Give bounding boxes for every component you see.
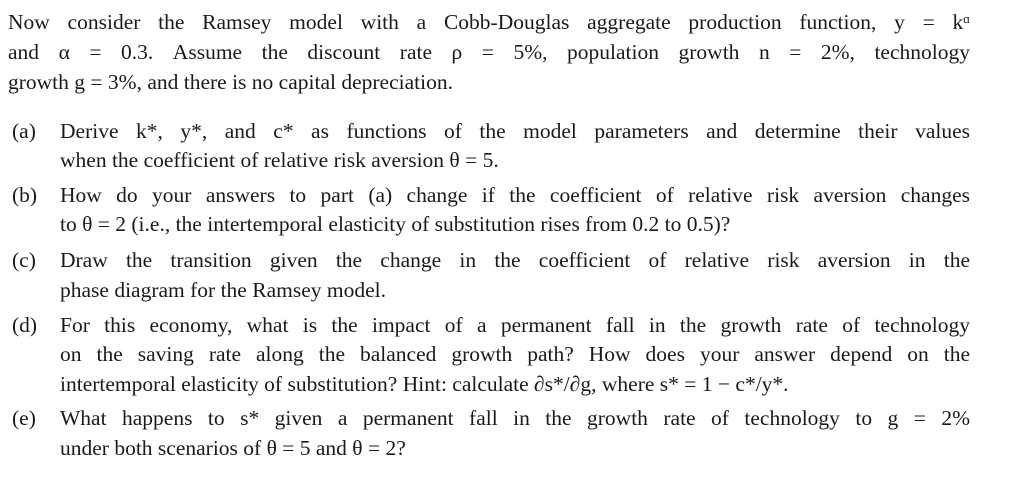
intro-line: growth g = 3%, and there is no capital d…: [8, 70, 453, 94]
part-e-label: (e): [12, 406, 36, 430]
intro-line: Now consider the Ramsey model with a Cob…: [8, 10, 970, 34]
part-d-line: on the saving rate along the balanced gr…: [60, 342, 970, 366]
part-e-line: under both scenarios of θ = 5 and θ = 2?: [60, 436, 406, 460]
part-d-line: intertemporal elasticity of substitution…: [60, 372, 789, 396]
part-c-line: Draw the transition given the change in …: [60, 248, 970, 272]
part-d-line: For this economy, what is the impact of …: [60, 313, 970, 337]
part-d-label: (d): [12, 313, 38, 337]
part-b-label: (b): [12, 183, 38, 207]
part-a-line: Derive k*, y*, and c* as functions of th…: [60, 119, 970, 143]
part-b-line: to θ = 2 (i.e., the intertemporal elasti…: [60, 212, 731, 236]
part-a-line: when the coefficient of relative risk av…: [60, 148, 499, 172]
part-c-label: (c): [12, 248, 36, 272]
part-e-line: What happens to s* given a permanent fal…: [60, 406, 970, 430]
part-a-label: (a): [12, 119, 36, 143]
part-c-line: phase diagram for the Ramsey model.: [60, 278, 386, 302]
part-b-line: How do your answers to part (a) change i…: [60, 183, 970, 207]
intro-line: and α = 0.3. Assume the discount rate ρ …: [8, 40, 970, 64]
